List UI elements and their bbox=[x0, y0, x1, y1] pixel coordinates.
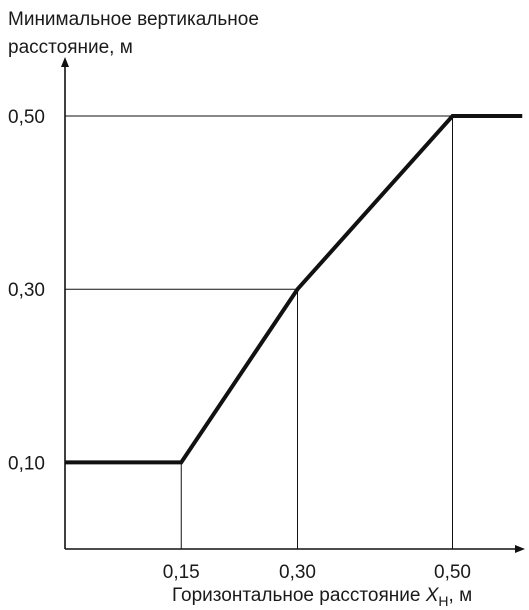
y-axis-label-line2: расстояние, м bbox=[8, 37, 133, 58]
x-axis-label-prefix: Горизонтальное расстояние bbox=[172, 585, 426, 606]
x-tick-label-2: 0,50 bbox=[434, 562, 471, 583]
y-tick-label-2: 0,50 bbox=[8, 107, 45, 128]
series-line bbox=[65, 114, 523, 465]
x-tick-labels: 0,15 0,30 0,50 bbox=[163, 562, 471, 583]
x-axis-label: Горизонтальное расстояние XН, м bbox=[172, 585, 472, 609]
x-axis-label-subscript: Н bbox=[438, 593, 448, 609]
x-axis-label-unit: , м bbox=[449, 585, 473, 606]
y-tick-label-1: 0,30 bbox=[8, 280, 45, 301]
y-tick-label-0: 0,10 bbox=[8, 453, 45, 474]
x-axis-label-variable: X bbox=[425, 585, 440, 606]
reference-lines bbox=[65, 115, 453, 549]
x-tick-label-0: 0,15 bbox=[163, 562, 200, 583]
y-axis-label-line1: Минимальное вертикальное bbox=[8, 9, 259, 30]
x-tick-label-1: 0,30 bbox=[279, 562, 316, 583]
y-tick-labels: 0,10 0,30 0,50 bbox=[8, 107, 45, 474]
